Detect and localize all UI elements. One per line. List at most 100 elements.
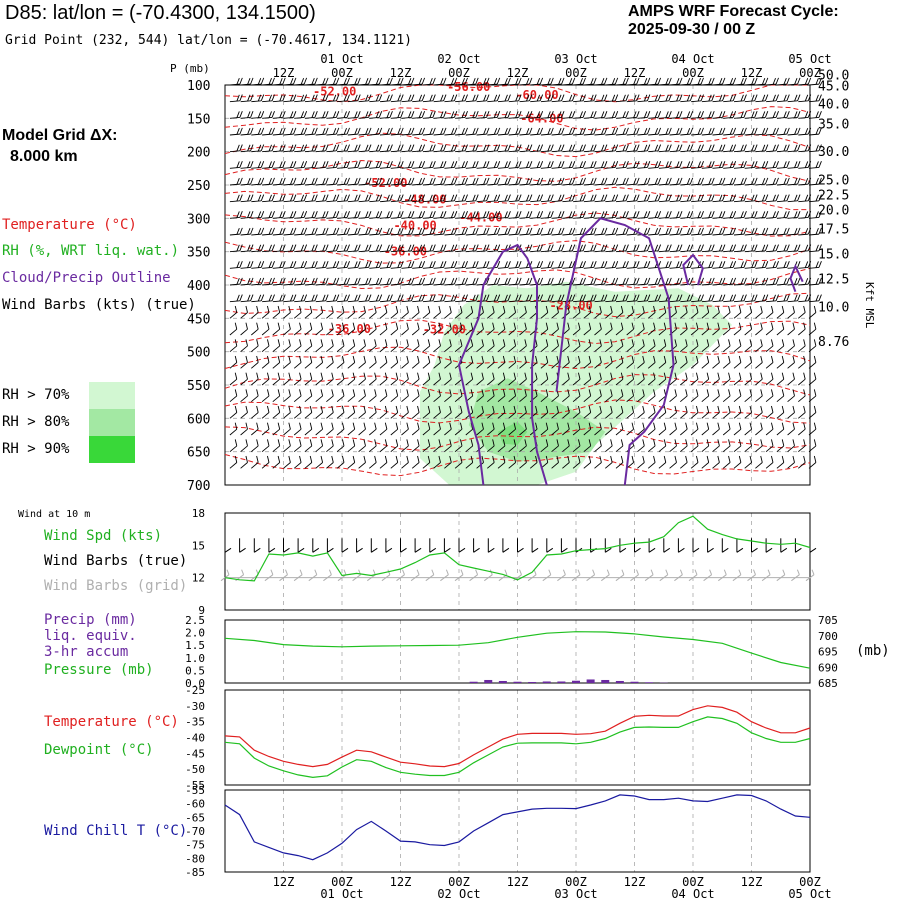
wind-barb-staff [798,378,806,386]
wind-barb [647,405,656,419]
wind-barb-flag [472,144,476,152]
wind-barb [519,439,527,453]
wind-barb-staff [401,445,409,453]
wind-barb [487,455,495,469]
wind-barb-flag [429,177,433,185]
wind-barb [626,144,640,153]
wind-barb-staff [776,345,785,353]
wind-barb-staff [444,183,455,186]
wind-barb-flag [320,322,324,330]
wind-barb [422,144,436,153]
wind-barb-flag [507,161,511,168]
wind-barb [733,261,747,269]
wind-barb-staff [347,150,358,153]
wind-barb [648,111,662,119]
wind-barb-flag [571,77,576,85]
wind-barb-flag [320,455,324,463]
wind-barb-staff [680,166,691,169]
wind-barb-flag [331,405,334,413]
wind-barb-staff [347,445,355,453]
wind-barb-flag [818,111,822,118]
wind-barb [358,144,372,153]
wind-barb-staff [605,133,616,136]
wind-barb [444,227,458,236]
wind-barb-flag [440,211,444,218]
wind-barb-flag [545,355,549,363]
wind-barb-flag [654,111,659,118]
wind-barb [411,439,420,453]
wind-barb-flag [568,77,573,85]
wind-barb-flag [271,111,275,118]
wind-barb-flag [813,355,817,363]
wind-barb-flag [579,111,583,118]
wind-barb [487,127,501,136]
wind-barb [722,372,731,386]
wind-barb-flag [486,244,490,251]
wind-barb-flag [547,111,551,118]
wind-barb-flag [614,261,619,268]
wind-barb-flag [749,439,753,447]
wind-barb [379,177,393,186]
wind-barb-flag [582,111,586,118]
wind-barb-flag [529,161,533,168]
wind-barb-staff [680,233,691,236]
wind-barb [551,261,565,269]
wind-barb [390,144,404,153]
wind-barb-flag [601,94,605,102]
wind-barb [605,111,619,119]
wind-barb [615,305,624,319]
wind-barb-flag [440,294,444,302]
wind-barb-flag [421,144,426,151]
wind-barb-staff [808,412,817,419]
wind-barb-flag [719,177,723,185]
wind-barb-staff [433,216,444,219]
wind-barb-staff [444,83,455,86]
precip-label-accum: 3-hr accum [44,644,129,660]
wind-barb-staff [240,200,251,203]
wind-barb-flag [472,277,476,285]
wind-barb-flag [453,227,458,235]
wind-barb [401,305,409,319]
wind-barb-flag [299,405,302,413]
wind-barb-staff [358,183,369,186]
wind-barb [712,211,726,219]
wind-barb [766,244,779,253]
wind-barb-flag [614,211,619,218]
wind-barb-flag [250,227,254,235]
wind-barb-flag [695,439,699,447]
wind-barb-flag [719,244,723,252]
wind-barb-staff [808,250,820,253]
wind-barb-flag [341,322,345,330]
wind-barb-flag [303,261,308,268]
wind-barb-staff [776,462,785,469]
wind-barb [283,127,297,136]
wind-barb-flag [299,389,302,397]
wind-barb-flag [250,111,254,118]
wind-barb [787,439,795,453]
wind-barb [422,211,436,219]
wind-barb-flag [815,244,819,252]
legend-wind-barbs: Wind Barbs (kts) (true) [2,297,196,313]
wind-barb-flag [643,244,648,252]
wind-barb [755,355,763,369]
wind-barb-flag [288,305,291,313]
wind-barb [765,422,774,436]
wind-barb-flag [568,161,573,168]
wind-barb [304,77,318,86]
wind-barb-flag [526,244,530,252]
wind-barb-flag [614,177,619,185]
wind-barb-staff [701,378,709,386]
wind-barb-flag [421,244,426,251]
wind-barb-staff [411,362,420,369]
wind-barb-staff [605,183,616,186]
wind-barb-flag [674,405,677,413]
wind-barb-staff [723,200,734,203]
wind-barb-staff [733,283,745,286]
wind-barb-flag [309,405,313,413]
wind-barb [422,455,431,469]
wind-barb-flag [610,355,613,363]
wind-barb-staff [733,150,745,153]
wind-barb-flag [754,294,758,301]
wind-barb-staff [658,266,669,269]
wind-barb [455,194,468,203]
